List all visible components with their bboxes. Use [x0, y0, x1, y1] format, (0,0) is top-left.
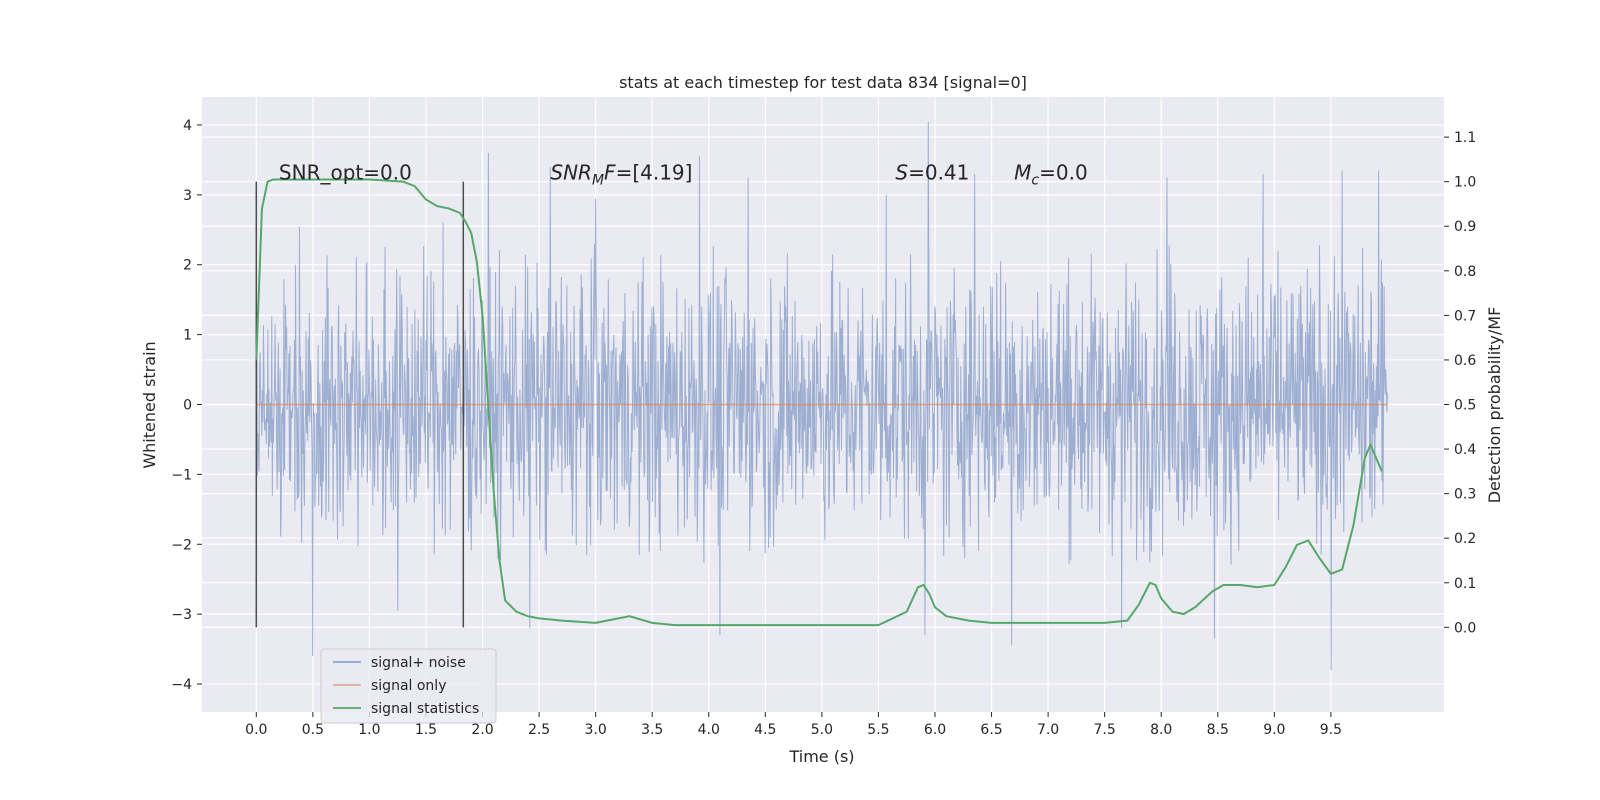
marker-lines [255, 181, 465, 628]
x-tick-label: 8.5 [1207, 722, 1229, 738]
y-left-tick-label: −3 [171, 607, 192, 623]
x-tick-label: 4.5 [754, 722, 776, 738]
x-tick-label: 9.5 [1320, 722, 1342, 738]
chart-title: stats at each timestep for test data 834… [619, 73, 1027, 92]
y-left-tick-label: −2 [171, 537, 192, 553]
x-tick-label: 8.0 [1150, 722, 1172, 738]
legend-box [320, 648, 497, 724]
noise-line [255, 121, 1388, 671]
y-right-tick-label: 0.6 [1454, 353, 1476, 369]
y-left-tick-label: 2 [183, 258, 192, 274]
noise-series [255, 121, 1388, 671]
y-right-tick-label: 0.4 [1454, 442, 1476, 458]
y-left-axis-ticks: 4 3 2 1 0 −1 −2 −3 −4 [171, 118, 202, 693]
y-right-axis-ticks: 1.1 1.0 0.9 0.8 0.7 0.6 0.5 0.4 0.3 0.2 0.1 0.0 [1444, 130, 1476, 636]
legend-label-noise: signal+ noise [371, 655, 466, 671]
y-right-axis-label: Detection probability/MF [1485, 307, 1504, 504]
y-right-tick-label: 0.5 [1454, 398, 1476, 414]
x-axis-ticks: 0.0 0.5 1.0 1.5 2.0 2.5 3.0 3.5 4.0 4.5 5.0 5.5 6.0 6… [245, 712, 1342, 738]
x-tick-label: 6.0 [924, 722, 946, 738]
y-right-tick-label: 0.8 [1454, 264, 1476, 280]
x-tick-label: 5.5 [867, 722, 889, 738]
y-left-axis-label: Whitened strain [140, 341, 159, 468]
y-right-tick-label: 0.2 [1454, 531, 1476, 547]
x-tick-label: 5.0 [811, 722, 833, 738]
y-left-tick-label: −1 [171, 467, 192, 483]
y-right-tick-label: 0.7 [1454, 308, 1476, 324]
x-tick-label: 1.5 [415, 722, 437, 738]
x-tick-label: 3.0 [585, 722, 607, 738]
x-tick-label: 6.5 [980, 722, 1002, 738]
x-tick-label: 0.5 [302, 722, 324, 738]
x-tick-label: 7.0 [1037, 722, 1059, 738]
annotation: SNRMF=[4.19] [550, 161, 692, 189]
annotations: SNR_opt=0.0 SNRMF=[4.19] S=0.41 Mc=0.0 [279, 161, 1088, 189]
y-right-tick-label: 0.3 [1454, 487, 1476, 503]
y-right-tick-label: 0.9 [1454, 219, 1476, 235]
x-tick-label: 2.0 [471, 722, 493, 738]
x-tick-label: 2.5 [528, 722, 550, 738]
x-tick-label: 3.5 [641, 722, 663, 738]
y-right-tick-label: 1.0 [1454, 175, 1476, 191]
annotation: Mc=0.0 [1014, 161, 1088, 189]
legend-label-statistics: signal statistics [371, 701, 479, 717]
x-tick-label: 7.5 [1094, 722, 1116, 738]
y-right-tick-label: 0.1 [1454, 576, 1476, 592]
x-tick-label: 0.0 [245, 722, 267, 738]
y-right-tick-label: 0.0 [1454, 620, 1476, 636]
x-tick-label: 4.0 [698, 722, 720, 738]
statistics-line [255, 178, 1383, 627]
y-left-tick-label: 4 [183, 118, 192, 134]
y-left-tick-label: 3 [183, 188, 192, 204]
x-tick-label: 9.0 [1263, 722, 1285, 738]
legend-label-signal: signal only [371, 678, 446, 694]
x-tick-label: 1.0 [358, 722, 380, 738]
y-left-tick-label: 1 [183, 328, 192, 344]
x-axis-label: Time (s) [788, 747, 854, 766]
y-left-tick-label: 0 [183, 398, 192, 414]
annotation: S=0.41 [895, 161, 969, 185]
annotation: SNR_opt=0.0 [279, 161, 412, 185]
legend: signal+ noise signal only signal statist… [320, 648, 497, 724]
y-left-tick-label: −4 [171, 677, 192, 693]
y-right-tick-label: 1.1 [1454, 130, 1476, 146]
statistics-series [255, 178, 1383, 627]
